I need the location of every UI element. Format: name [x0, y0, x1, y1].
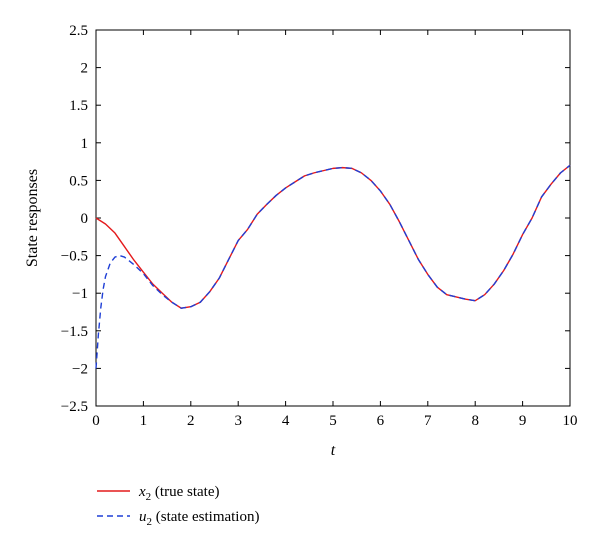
- series-line-1: [95, 164, 571, 369]
- y-axis-ticks: −2.5 −2 −1.5 −1 −0.5 0 0.5 1 1.5 2 2.5: [61, 23, 570, 415]
- y-tick-label: −1.5: [61, 324, 88, 340]
- x-tick-label: 9: [519, 413, 527, 429]
- plot-area: [95, 29, 571, 407]
- y-tick-label: 0.5: [69, 173, 88, 189]
- y-axis-title: State responses: [24, 169, 41, 267]
- y-tick-label: 2.5: [69, 23, 88, 39]
- y-tick-label: −1: [72, 286, 88, 302]
- legend: x2 (true state) u2 (state estimation): [97, 484, 259, 528]
- x-tick-label: 3: [234, 413, 242, 429]
- y-tick-label: 1.5: [69, 98, 88, 114]
- y-tick-label: 0: [81, 211, 89, 227]
- x-tick-label: 2: [187, 413, 195, 429]
- x-tick-label: 1: [140, 413, 148, 429]
- series-lines: [95, 164, 571, 369]
- x-tick-label: 0: [92, 413, 100, 429]
- x-tick-label: 6: [377, 413, 385, 429]
- x-tick-label: 7: [424, 413, 432, 429]
- x-tick-label: 5: [329, 413, 337, 429]
- legend-label-0: x2 (true state): [138, 484, 219, 503]
- y-tick-label: −2.5: [61, 399, 88, 415]
- x-tick-label: 10: [563, 413, 578, 429]
- x-axis-ticks: 0 1 2 3 4 5 6 7 8 9 10: [92, 30, 578, 429]
- x-tick-label: 4: [282, 413, 290, 429]
- y-tick-label: −2: [72, 361, 88, 377]
- legend-label-1: u2 (state estimation): [139, 509, 259, 528]
- y-tick-label: −0.5: [61, 249, 88, 265]
- x-axis-title: t: [331, 442, 336, 459]
- y-tick-label: 1: [81, 136, 89, 152]
- x-tick-label: 8: [471, 413, 479, 429]
- y-tick-label: 2: [81, 61, 89, 77]
